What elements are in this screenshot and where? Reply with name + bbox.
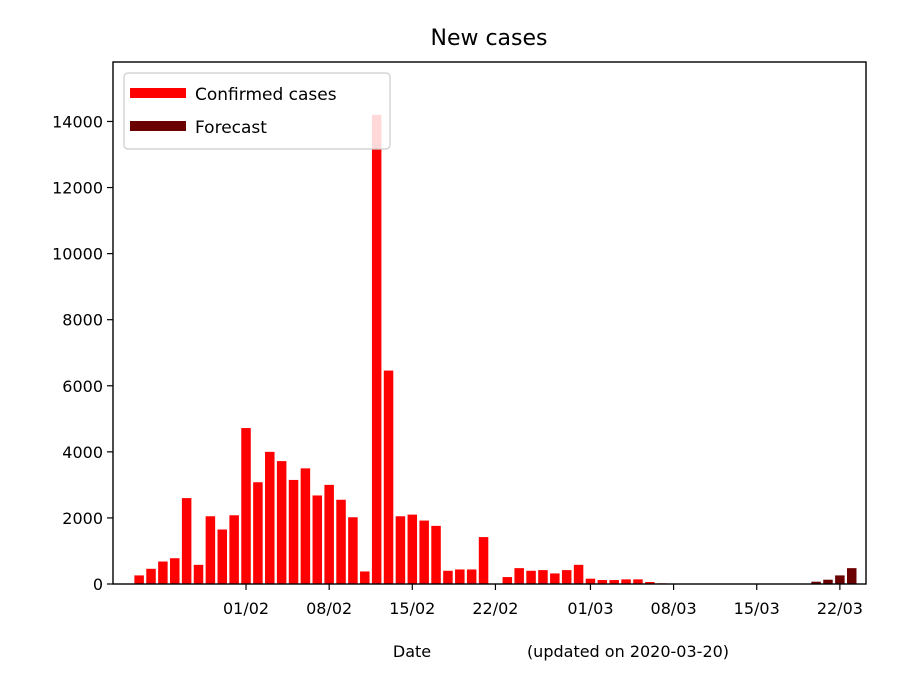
x-tick-label-6: 15/03 [734,599,780,618]
x-tick-label-4: 01/03 [567,599,613,618]
confirmed-bar-13 [276,461,287,584]
y-axis: 0 2000 4000 6000 8000 10000 12000 14000 [52,112,113,594]
confirmed-bar-41 [609,580,619,584]
confirmed-bar-23 [395,516,406,584]
confirmed-bar-36 [550,573,560,584]
confirmed-bar-25 [419,520,429,584]
legend-swatch-confirmed [130,88,186,98]
confirmed-bar-12 [265,451,275,584]
forecast-bar-58 [811,581,821,584]
plot-frame [112,61,867,585]
y-tick-label-3: 6000 [62,377,103,396]
confirmed-bar-1 [134,575,144,584]
confirmed-bar-26 [431,525,441,584]
confirmed-bar-42 [621,579,631,584]
x-tick-label-0: 01/02 [223,599,269,618]
confirmed-bar-14 [288,479,299,584]
confirmed-bar-7 [205,516,216,584]
confirmed-bar-30 [478,537,489,584]
forecast-bar-60 [835,575,845,584]
confirmed-bar-24 [407,514,418,584]
confirmed-bar-19 [348,517,358,584]
confirmed-bar-39 [585,578,596,584]
confirmed-bar-32 [502,577,513,584]
confirmed-bar-3 [158,561,168,584]
confirmed-bar-34 [526,570,536,584]
y-tick-label-6: 12000 [52,179,103,198]
confirmed-bar-21 [371,114,382,585]
y-tick-label-0: 0 [93,575,103,594]
confirmed-bar-33 [514,568,524,584]
x-tick-label-1: 08/02 [306,599,352,618]
confirmed-bar-9 [229,515,239,584]
confirmed-bar-44 [645,582,655,584]
confirmed-bar-2 [146,568,156,584]
updated-note: (updated on 2020-03-20) [527,642,729,661]
x-axis: 01/02 08/02 15/02 22/02 01/03 08/03 15/03 22/03 [223,584,863,618]
legend-box [123,72,391,150]
forecast-bar-59 [823,579,833,584]
confirmed-bar-37 [561,570,572,584]
y-tick-label-7: 14000 [52,112,103,131]
confirmed-bar-27 [443,570,453,584]
confirmed-bar-16 [312,495,323,584]
confirmed-bar-38 [573,564,584,584]
confirmed-bar-28 [455,569,465,584]
confirmed-bar-11 [253,482,263,584]
confirmed-bar-10 [241,428,251,584]
legend-label-confirmed: Confirmed cases [195,85,337,105]
x-tick-label-7: 22/03 [817,599,863,618]
legend-label-forecast: Forecast [195,118,267,138]
legend-swatch-forecast [130,121,186,131]
forecast-bar-61 [847,568,857,584]
confirmed-bar-22 [383,370,394,584]
confirmed-bar-17 [324,484,334,584]
confirmed-bar-8 [217,529,228,584]
x-tick-label-2: 15/02 [389,599,435,618]
x-tick-label-5: 08/03 [651,599,697,618]
x-axis-label: Date [393,642,431,661]
confirmed-bar-4 [170,558,180,584]
confirmed-bar-5 [181,498,192,584]
confirmed-bar-6 [193,564,204,584]
confirmed-bar-20 [360,571,370,584]
chart-title: New cases [430,26,547,51]
legend: Confirmed cases Forecast [123,72,391,150]
x-tick-label-3: 22/02 [472,599,518,618]
confirmed-bar-15 [300,468,311,584]
confirmed-bar-18 [336,499,346,584]
y-tick-label-2: 4000 [62,443,103,462]
y-tick-label-4: 8000 [62,311,103,330]
bars-group [134,114,857,585]
y-tick-label-5: 10000 [52,245,103,264]
y-tick-label-1: 2000 [62,509,103,528]
confirmed-bar-35 [538,570,548,584]
confirmed-bar-40 [597,580,608,584]
confirmed-bar-29 [466,569,477,584]
confirmed-bar-43 [633,579,643,584]
